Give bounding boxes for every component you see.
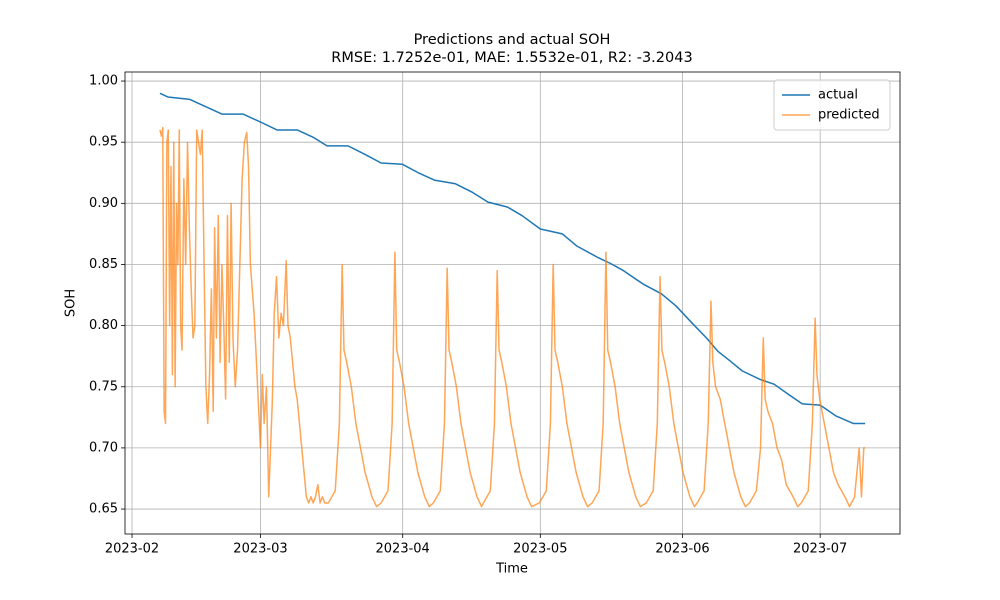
y-tick-label: 1.00 [89,74,118,89]
chart-subtitle: RMSE: 1.7252e-01, MAE: 1.5532e-01, R2: -… [331,50,692,66]
legend: actual predicted [773,79,891,131]
legend-label: predicted [818,108,880,123]
x-axis-label: Time [495,562,528,577]
y-tick-label: 0.95 [89,135,118,150]
chart-title: Predictions and actual SOH [414,32,611,48]
series-line [159,92,866,425]
y-tick-label: 0.85 [89,257,118,272]
y-tick-label: 0.65 [89,502,118,517]
legend-label: actual [818,88,858,103]
x-tick-label: 2023-02 [105,542,159,557]
y-tick-label: 0.90 [89,196,118,211]
legend-box [773,79,891,131]
x-tick-label: 2023-03 [233,542,287,557]
plot-frame [124,71,901,535]
x-tick-label: 2023-07 [793,542,847,557]
y-tick-label: 0.75 [89,379,118,394]
x-tick-label: 2023-05 [513,542,567,557]
y-tick-label: 0.70 [89,440,118,455]
x-tick-label: 2023-04 [376,542,430,557]
series-line [159,126,866,508]
x-tick-label: 2023-06 [655,542,709,557]
y-axis-label: SOH [64,289,79,317]
y-tick-label: 0.80 [89,318,118,333]
